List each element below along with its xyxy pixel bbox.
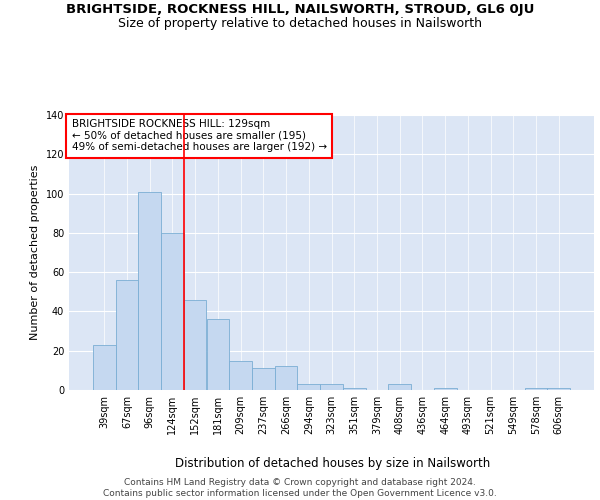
Bar [343,388,365,390]
Bar [229,360,252,390]
Bar [524,388,547,390]
Bar [275,366,298,390]
Text: Size of property relative to detached houses in Nailsworth: Size of property relative to detached ho… [118,18,482,30]
Bar [252,368,275,390]
Bar [320,384,343,390]
Bar [93,345,116,390]
Y-axis label: Number of detached properties: Number of detached properties [30,165,40,340]
Bar [116,280,139,390]
Text: BRIGHTSIDE, ROCKNESS HILL, NAILSWORTH, STROUD, GL6 0JU: BRIGHTSIDE, ROCKNESS HILL, NAILSWORTH, S… [66,2,534,16]
Bar [184,300,206,390]
Bar [139,192,161,390]
Bar [547,388,570,390]
Bar [206,320,229,390]
Text: Contains HM Land Registry data © Crown copyright and database right 2024.
Contai: Contains HM Land Registry data © Crown c… [103,478,497,498]
Bar [298,384,320,390]
Text: BRIGHTSIDE ROCKNESS HILL: 129sqm
← 50% of detached houses are smaller (195)
49% : BRIGHTSIDE ROCKNESS HILL: 129sqm ← 50% o… [71,119,327,152]
Bar [388,384,411,390]
Bar [161,233,184,390]
Text: Distribution of detached houses by size in Nailsworth: Distribution of detached houses by size … [175,458,491,470]
Bar [434,388,457,390]
